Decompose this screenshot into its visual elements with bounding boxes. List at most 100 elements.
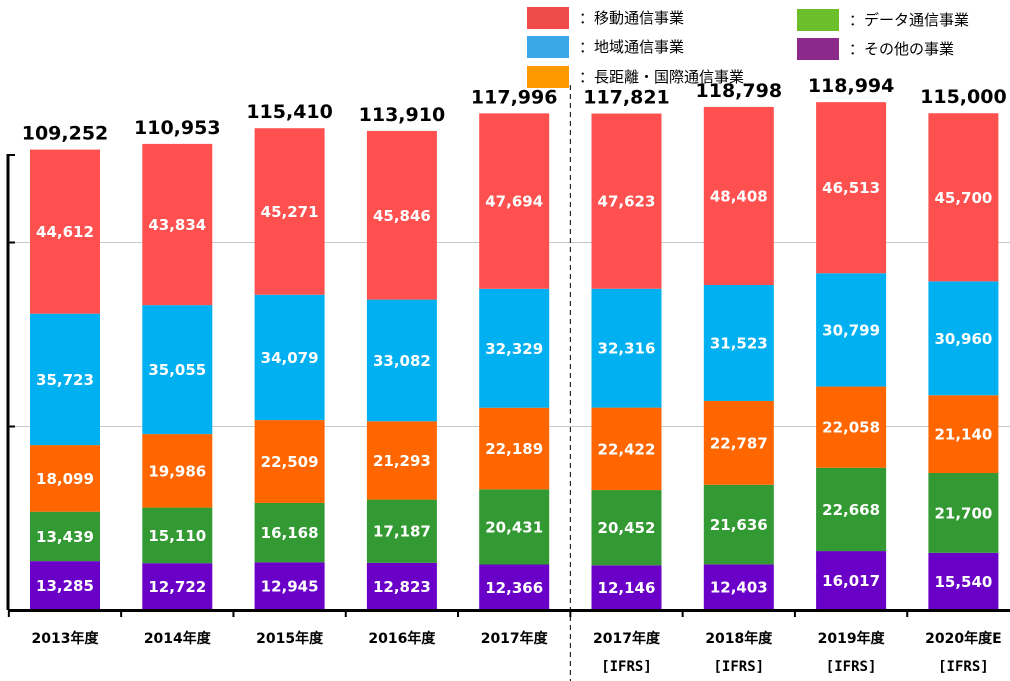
bar-segment-4-2: [479, 407, 550, 490]
total-label: 115,000: [920, 86, 1007, 108]
bar-segment-0-4: [30, 149, 100, 314]
segment-value-label: 15,540: [934, 573, 992, 591]
total-label: 118,994: [808, 75, 895, 97]
segment-value-label: 34,079: [261, 349, 319, 367]
segment-value-label: 22,668: [822, 501, 880, 519]
category-label-sub: [IFRS]: [714, 659, 765, 675]
bar-segment-2-1: [254, 502, 325, 563]
category-label: 2019年度: [818, 630, 886, 647]
bar-segment-4-1: [479, 489, 550, 565]
category-label: 2013年度: [32, 630, 100, 647]
legend-swatch-mobile: [527, 7, 569, 29]
legend-swatch-other: [797, 38, 839, 60]
category-label: 2016年度: [368, 630, 436, 647]
bar-segment-1-0: [142, 563, 213, 610]
bar-segment-4-0: [479, 564, 550, 610]
bar-segment-3-2: [366, 421, 437, 500]
segment-value-label: 16,017: [822, 572, 880, 590]
segment-value-label: 20,452: [598, 519, 656, 537]
segment-value-label: 35,055: [148, 361, 206, 379]
segment-value-label: 43,834: [148, 216, 206, 234]
bar-segment-5-0: [591, 565, 662, 610]
segment-value-label: 30,799: [822, 321, 880, 339]
segment-value-label: 30,960: [934, 330, 992, 348]
legend-swatch-longdistance: [527, 66, 569, 88]
bar-segment-4-4: [479, 113, 550, 289]
bar-segment-3-1: [366, 499, 437, 563]
total-label: 117,821: [583, 87, 670, 109]
total-label: 113,910: [359, 104, 446, 126]
segment-value-label: 44,612: [36, 223, 94, 241]
bar-segment-6-4: [703, 106, 774, 286]
total-label: 110,953: [134, 117, 221, 139]
legend-label-other: ：その他の事業: [849, 40, 955, 58]
bars: [30, 102, 999, 610]
bar-segment-0-1: [30, 511, 100, 562]
segment-value-label: 12,366: [485, 579, 543, 597]
segment-value-label: 32,316: [598, 340, 656, 358]
bar-segment-1-2: [142, 434, 213, 508]
segment-value-label: 32,329: [485, 340, 543, 358]
bar-segment-2-4: [254, 128, 325, 295]
labels: 13,285 13,439 18,099 35,723 44,612 109,252 201…: [22, 75, 1007, 675]
bar-segment-0-2: [30, 445, 100, 512]
legend-swatch-regional: [527, 36, 569, 58]
bar-segment-0-3: [30, 313, 100, 446]
bar-segment-1-3: [142, 305, 213, 435]
bar-segment-8-2: [928, 395, 999, 474]
segment-value-label: 35,723: [36, 371, 94, 389]
bar-segment-3-0: [366, 562, 437, 610]
bar-segment-7-2: [816, 386, 887, 468]
legend-label-regional: ：地域通信事業: [579, 38, 685, 56]
bar-segment-7-4: [816, 102, 887, 274]
segment-value-label: 45,846: [373, 207, 431, 225]
segment-value-label: 21,636: [710, 516, 768, 534]
segment-value-label: 22,189: [485, 440, 543, 458]
bar-segment-3-3: [366, 299, 437, 422]
bar-segment-1-1: [142, 507, 213, 564]
bar-segment-0-0: [30, 561, 100, 610]
bar-segment-5-1: [591, 490, 662, 566]
segment-value-label: 48,408: [710, 187, 768, 205]
category-label: 2015年度: [256, 630, 324, 647]
category-label: 2014年度: [144, 630, 212, 647]
bar-segment-3-4: [366, 130, 437, 300]
bar-segment-1-4: [142, 143, 213, 306]
bar-segment-6-2: [703, 400, 774, 485]
segment-value-label: 31,523: [710, 334, 768, 352]
segment-value-label: 22,787: [710, 434, 768, 452]
segment-value-label: 19,986: [148, 462, 206, 480]
bar-segment-8-3: [928, 281, 999, 396]
total-label: 117,996: [471, 86, 558, 108]
bar-segment-8-4: [928, 113, 999, 282]
bar-segment-7-3: [816, 273, 887, 387]
segment-value-label: 47,694: [485, 193, 543, 211]
bar-segment-6-1: [703, 484, 774, 565]
category-label: 2020年度E: [925, 630, 1002, 647]
total-label: 115,410: [246, 101, 333, 123]
bar-segment-5-3: [591, 288, 662, 408]
segment-value-label: 13,285: [36, 577, 94, 595]
segment-value-label: 12,403: [710, 579, 768, 597]
bar-segment-5-4: [591, 113, 662, 289]
segment-value-label: 45,271: [261, 203, 319, 221]
segment-value-label: 22,422: [598, 440, 656, 458]
segment-value-label: 18,099: [36, 470, 94, 488]
segment-value-label: 21,140: [934, 426, 992, 444]
segment-value-label: 16,168: [261, 524, 319, 542]
segment-value-label: 20,431: [485, 518, 543, 536]
segment-value-label: 47,623: [598, 193, 656, 211]
bar-segment-8-0: [928, 552, 999, 610]
segment-value-label: 12,146: [598, 579, 656, 597]
segment-value-label: 33,082: [373, 352, 431, 370]
axes: [6, 85, 1010, 681]
segment-value-label: 21,293: [373, 452, 431, 470]
segment-value-label: 12,722: [148, 578, 206, 596]
legend-label-data: ：データ通信事業: [849, 11, 970, 29]
segment-value-label: 15,110: [148, 527, 206, 545]
segment-value-label: 12,823: [373, 578, 431, 596]
bar-segment-5-2: [591, 407, 662, 491]
segment-value-label: 13,439: [36, 528, 94, 546]
category-label-sub: [IFRS]: [826, 659, 877, 675]
